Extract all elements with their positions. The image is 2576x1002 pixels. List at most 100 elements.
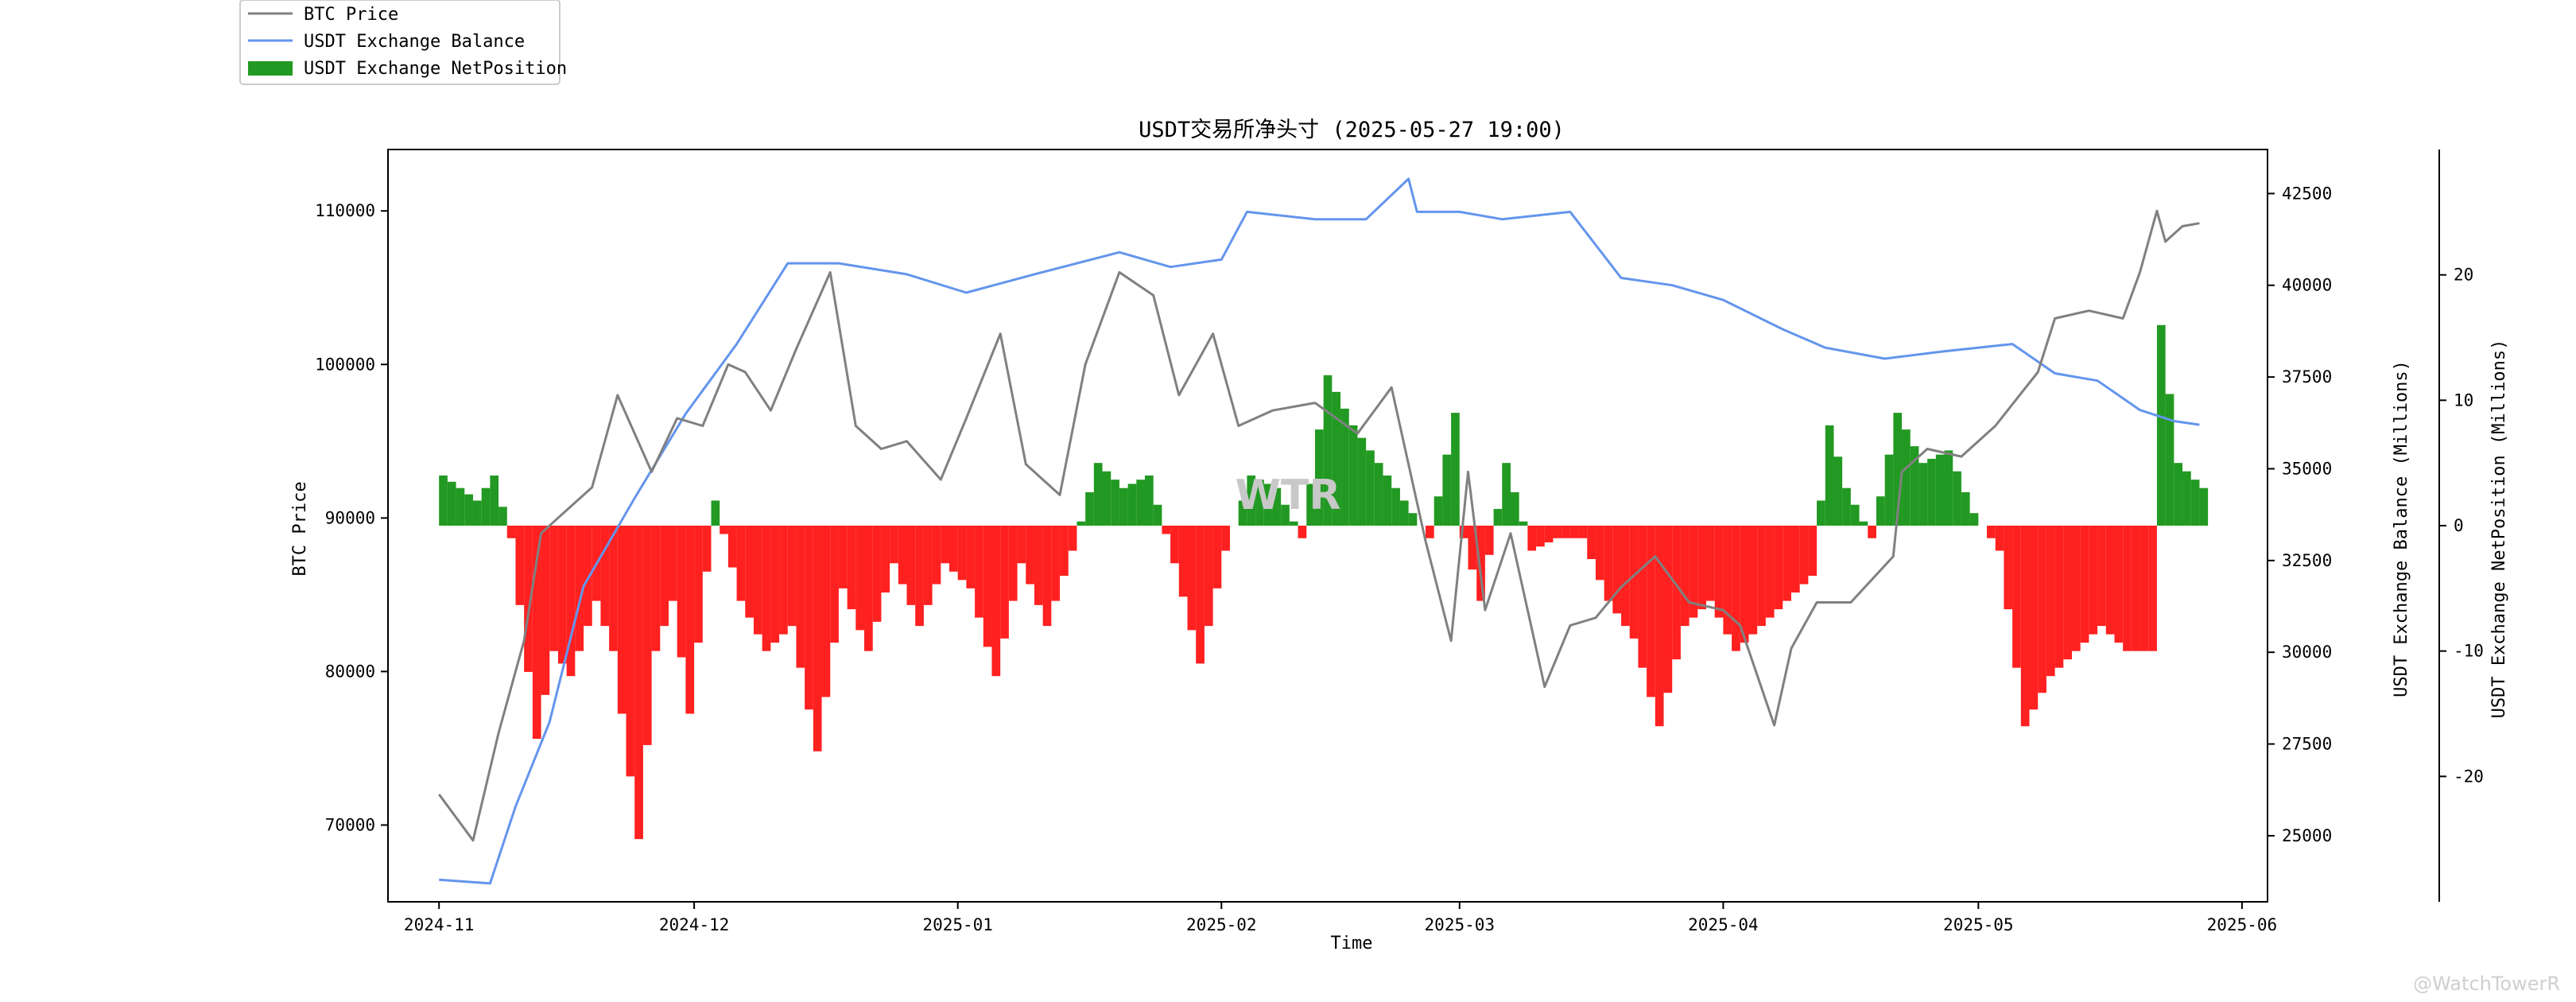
netposition-bar bbox=[1817, 500, 1825, 526]
netposition-bar bbox=[975, 526, 983, 618]
x-axis-label: Time bbox=[1331, 934, 1373, 953]
netposition-bar bbox=[1868, 526, 1876, 538]
netposition-bar bbox=[1902, 429, 1911, 526]
netposition-bar bbox=[1026, 526, 1034, 584]
netposition-bar bbox=[881, 526, 890, 593]
netposition-bar bbox=[1008, 526, 1018, 601]
netposition-bar bbox=[1077, 521, 1086, 526]
netposition-bar bbox=[1332, 391, 1341, 526]
netposition-bar bbox=[1774, 526, 1783, 610]
netposition-bar bbox=[1502, 463, 1511, 526]
netposition-bar bbox=[557, 526, 567, 664]
netposition-bar bbox=[1000, 526, 1009, 639]
netposition-bar bbox=[923, 526, 933, 605]
netposition-bar bbox=[2012, 526, 2021, 668]
y-left-tick-label: 110000 bbox=[315, 201, 375, 220]
netposition-bar bbox=[2156, 324, 2166, 526]
y-right2-tick-label: -20 bbox=[2454, 767, 2484, 786]
y-right-tick-label: 35000 bbox=[2282, 459, 2332, 478]
netposition-bar bbox=[694, 526, 703, 643]
y-axis-label-left: BTC Price bbox=[290, 481, 310, 576]
netposition-bar bbox=[1663, 526, 1673, 693]
netposition-bar bbox=[1204, 526, 1213, 627]
netposition-bar bbox=[838, 526, 848, 588]
x-tick-label: 2025-06 bbox=[2207, 915, 2278, 934]
netposition-bar bbox=[2054, 526, 2064, 668]
netposition-bar bbox=[1170, 526, 1179, 564]
watermark: WTR bbox=[1236, 472, 1341, 519]
netposition-bar bbox=[549, 526, 558, 651]
netposition-bar bbox=[668, 526, 677, 601]
netposition-bar bbox=[1272, 487, 1282, 526]
netposition-bar bbox=[1238, 500, 1247, 526]
netposition-bar bbox=[932, 526, 941, 584]
netposition-bar bbox=[1884, 454, 1894, 526]
netposition-bar bbox=[481, 487, 491, 526]
netposition-bar bbox=[600, 526, 610, 627]
y-right-tick-label: 27500 bbox=[2282, 735, 2332, 754]
netposition-bar bbox=[813, 526, 822, 752]
netposition-bar bbox=[1323, 375, 1333, 526]
y-left-tick-label: 100000 bbox=[315, 355, 375, 374]
netposition-bar bbox=[634, 526, 643, 840]
netposition-bar bbox=[966, 526, 976, 588]
netposition-bar bbox=[1289, 521, 1298, 526]
netposition-bar bbox=[864, 526, 873, 651]
netposition-bar bbox=[753, 526, 762, 635]
netposition-bar bbox=[584, 526, 592, 627]
series-lines bbox=[437, 177, 2200, 885]
netposition-bar bbox=[1196, 526, 1205, 664]
netposition-bar bbox=[1314, 429, 1324, 526]
axes: 2024-11 2024-12 2025-01 2025-02 2025-03 2025-… bbox=[315, 150, 2484, 934]
netposition-bar bbox=[1783, 526, 1791, 601]
netposition-bar bbox=[1340, 408, 1349, 526]
netposition-bar bbox=[1732, 526, 1740, 651]
netposition-bar bbox=[1221, 526, 1230, 551]
netposition-bar bbox=[1604, 526, 1613, 601]
netposition-bar bbox=[1484, 526, 1494, 555]
netposition-bar bbox=[1153, 504, 1162, 526]
netposition-bar bbox=[787, 526, 797, 627]
netposition-bar bbox=[1451, 413, 1460, 526]
netposition-bar bbox=[1825, 425, 1834, 526]
netposition-bar bbox=[1689, 526, 1698, 618]
netposition-bar bbox=[1119, 487, 1128, 526]
netposition-bar bbox=[1060, 526, 1069, 577]
netposition-bar bbox=[490, 475, 499, 526]
netposition-bar bbox=[1995, 526, 2004, 551]
netposition-bar bbox=[770, 526, 780, 643]
netposition-bar bbox=[1893, 413, 1903, 526]
y-right2-tick-label: 0 bbox=[2454, 516, 2464, 535]
netposition-bar bbox=[2089, 526, 2098, 635]
netposition-bar bbox=[1348, 425, 1358, 526]
netposition-bar bbox=[957, 526, 967, 581]
netposition-bar bbox=[1374, 463, 1383, 526]
netposition-bar bbox=[1017, 526, 1026, 564]
netposition-bar bbox=[805, 526, 813, 710]
netposition-bar bbox=[472, 500, 482, 526]
netposition-bar bbox=[1757, 526, 1766, 627]
netposition-bar bbox=[1433, 496, 1443, 526]
netposition-bar bbox=[1748, 526, 1758, 635]
netposition-bar bbox=[1399, 500, 1409, 526]
netposition-bar bbox=[727, 526, 737, 568]
netposition-bar bbox=[642, 526, 652, 745]
legend-box bbox=[239, 0, 561, 85]
netposition-bar bbox=[1595, 526, 1604, 581]
netposition-bar bbox=[2174, 463, 2183, 526]
netposition-bar bbox=[1187, 526, 1197, 631]
btc-price-line bbox=[437, 209, 2200, 842]
credit-text: @WatchTowerR bbox=[2413, 973, 2560, 995]
netposition-bar bbox=[1136, 480, 1146, 526]
netposition-bar bbox=[626, 526, 635, 777]
netposition-bar bbox=[1655, 526, 1664, 727]
netposition-bar bbox=[1442, 454, 1452, 526]
netposition-bar bbox=[447, 481, 456, 526]
x-tick-label: 2025-01 bbox=[922, 915, 993, 934]
netposition-bar bbox=[1953, 471, 1961, 526]
x-tick-label: 2025-03 bbox=[1425, 915, 1496, 934]
y-left-tick-label: 80000 bbox=[325, 662, 375, 681]
netposition-bar bbox=[2038, 526, 2046, 693]
netposition-bar bbox=[1638, 526, 1647, 668]
